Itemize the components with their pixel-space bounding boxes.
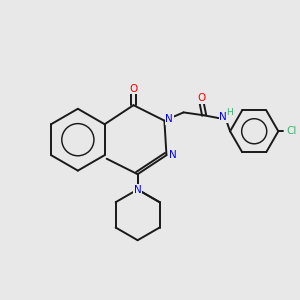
- Text: N: N: [169, 150, 177, 160]
- Text: N: N: [165, 114, 173, 124]
- Text: O: O: [198, 93, 206, 103]
- Text: O: O: [129, 84, 138, 94]
- Text: H: H: [226, 108, 233, 117]
- Text: Cl: Cl: [286, 126, 296, 136]
- Text: N: N: [134, 184, 142, 194]
- Text: N: N: [219, 112, 227, 122]
